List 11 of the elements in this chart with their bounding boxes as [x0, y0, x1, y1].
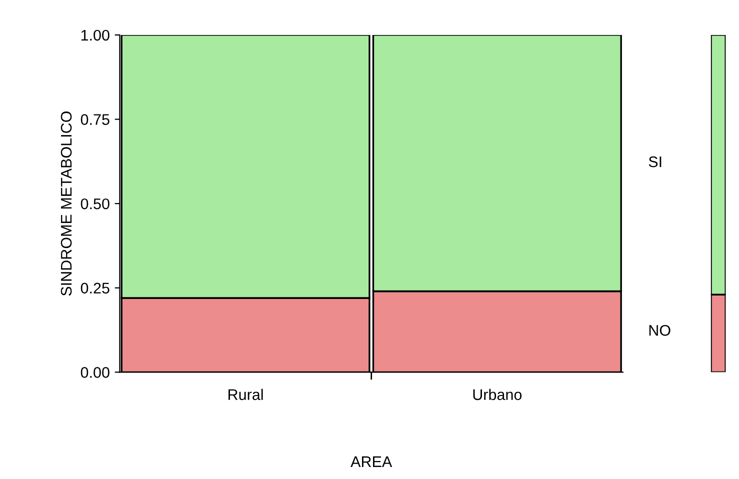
y-tick-label: 0.75: [80, 114, 110, 125]
x-tick-label: Urbano: [473, 388, 522, 400]
series-label: NO: [649, 325, 670, 336]
y-tick-label: 1.00: [81, 30, 110, 41]
x-axis-title: AREA: [350, 456, 392, 467]
series-label: SI: [648, 156, 662, 168]
y-axis-title: SINDROME METABOLICO: [60, 111, 72, 296]
x-tick-label: Rural: [228, 388, 263, 400]
y-tick-label: 0.25: [80, 282, 110, 294]
y-tick-label: 0.00: [80, 367, 110, 378]
y-tick-label: 0.50: [80, 198, 110, 210]
